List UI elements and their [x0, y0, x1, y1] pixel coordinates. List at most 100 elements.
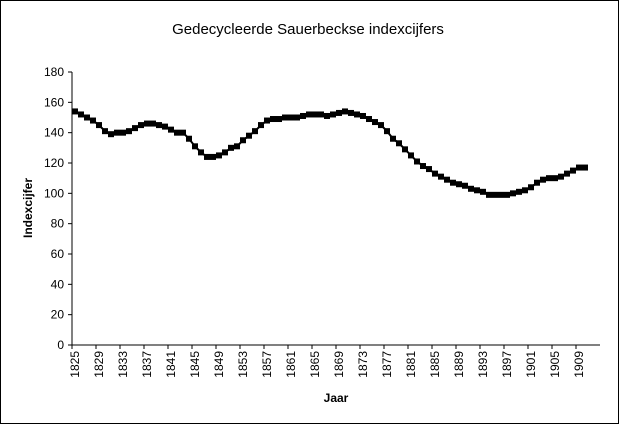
marker [408, 152, 414, 159]
marker [444, 176, 450, 183]
y-tick-label: 120 [44, 156, 64, 170]
marker [288, 114, 294, 121]
marker [300, 112, 306, 119]
marker [558, 173, 564, 180]
marker [474, 187, 480, 194]
marker [240, 137, 246, 144]
marker [168, 126, 174, 133]
marker [156, 122, 162, 129]
marker [540, 176, 546, 183]
marker [138, 122, 144, 129]
x-tick-label: 1881 [404, 351, 418, 378]
marker [420, 163, 426, 170]
y-tick-label: 100 [44, 186, 64, 200]
marker [132, 125, 138, 132]
marker [228, 144, 234, 151]
y-tick-label: 40 [51, 277, 65, 291]
marker [432, 170, 438, 177]
marker [162, 123, 168, 130]
marker [522, 187, 528, 194]
marker [426, 166, 432, 173]
marker [90, 117, 96, 124]
x-tick-label: 1825 [68, 351, 82, 378]
x-tick-label: 1869 [332, 351, 346, 378]
y-tick-label: 180 [44, 65, 64, 79]
marker [384, 128, 390, 135]
marker [390, 135, 396, 142]
x-tick-label: 1845 [188, 351, 202, 378]
marker [528, 184, 534, 191]
x-tick-label: 1889 [452, 351, 466, 378]
x-tick-label: 1877 [380, 351, 394, 378]
marker [438, 173, 444, 180]
x-axis-label: Jaar [324, 391, 349, 405]
y-tick-label: 140 [44, 126, 64, 140]
marker [378, 122, 384, 129]
marker [174, 129, 180, 136]
marker [180, 129, 186, 136]
marker [150, 120, 156, 127]
marker [348, 109, 354, 116]
marker [570, 167, 576, 174]
x-tick-label: 1865 [308, 351, 322, 378]
marker [582, 164, 588, 171]
marker [510, 190, 516, 197]
marker [114, 129, 120, 136]
marker [258, 122, 264, 129]
x-tick-label: 1893 [476, 351, 490, 378]
marker [96, 122, 102, 129]
x-tick-label: 1857 [260, 351, 274, 378]
marker [252, 128, 258, 135]
x-tick-label: 1833 [116, 351, 130, 378]
x-tick-label: 1885 [428, 351, 442, 378]
x-tick-label: 1829 [92, 351, 106, 378]
y-tick-label: 80 [51, 217, 65, 231]
marker [462, 182, 468, 189]
marker [498, 191, 504, 198]
marker [366, 116, 372, 123]
marker [564, 170, 570, 177]
marker [552, 175, 558, 182]
marker [402, 146, 408, 153]
marker [354, 111, 360, 118]
marker [306, 111, 312, 118]
marker [534, 179, 540, 186]
marker [468, 185, 474, 192]
marker [126, 128, 132, 135]
marker [276, 116, 282, 123]
marker [414, 158, 420, 165]
marker [120, 129, 126, 136]
marker [492, 191, 498, 198]
marker [192, 143, 198, 150]
marker [210, 153, 216, 160]
y-tick-label: 0 [57, 338, 64, 352]
marker [360, 112, 366, 119]
marker [108, 131, 114, 138]
marker [456, 181, 462, 188]
marker [234, 143, 240, 150]
y-tick-label: 160 [44, 95, 64, 109]
marker [312, 111, 318, 118]
marker [576, 164, 582, 171]
marker [246, 132, 252, 139]
marker [396, 140, 402, 147]
marker [324, 112, 330, 119]
x-tick-label: 1909 [572, 351, 586, 378]
marker [78, 111, 84, 118]
marker [222, 149, 228, 156]
marker [84, 114, 90, 121]
marker [342, 108, 348, 115]
marker [294, 114, 300, 121]
marker [264, 117, 270, 124]
x-tick-label: 1905 [548, 351, 562, 378]
marker [330, 111, 336, 118]
chart-title: Gedecycleerde Sauerbeckse indexcijfers [172, 21, 444, 38]
marker [516, 188, 522, 195]
marker [72, 108, 78, 115]
marker [282, 114, 288, 121]
marker [450, 179, 456, 186]
marker [102, 128, 108, 135]
marker [546, 175, 552, 182]
